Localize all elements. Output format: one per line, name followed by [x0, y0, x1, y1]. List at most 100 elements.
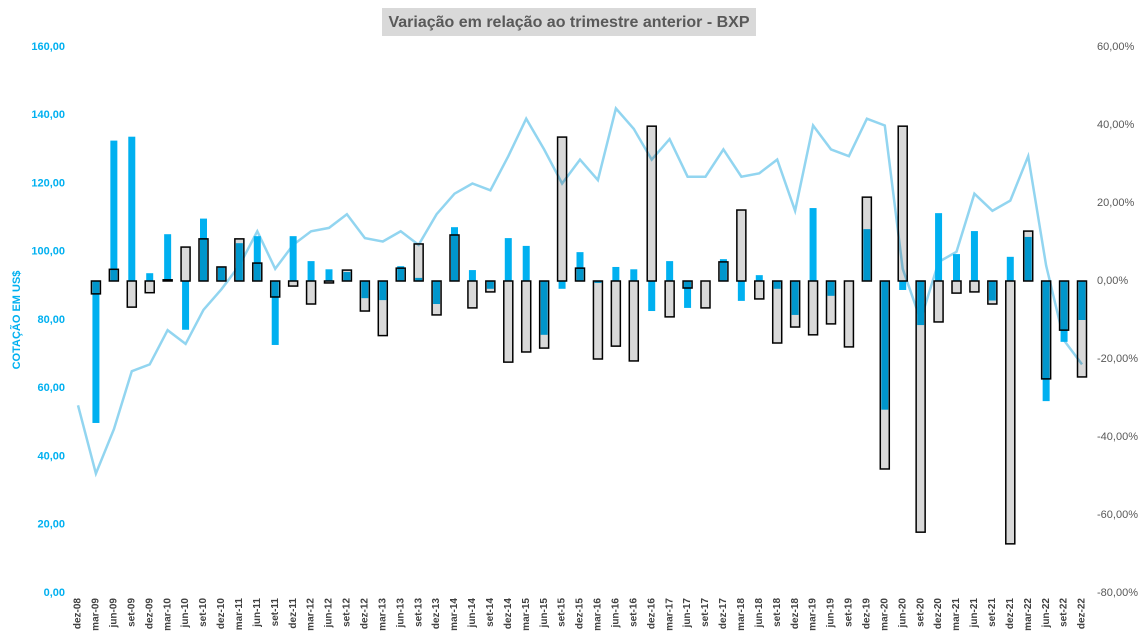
y-axis-label: COTAÇÃO EM US$	[10, 271, 23, 370]
x-tick-label: dez-13	[431, 598, 442, 630]
bar	[951, 280, 962, 294]
x-tick-label: set-22	[1059, 598, 1070, 627]
bar	[755, 275, 763, 281]
x-tick-label: jun-09	[108, 598, 119, 629]
x-tick-label: mar-10	[162, 598, 173, 631]
bar	[969, 280, 980, 293]
bar	[664, 280, 675, 318]
bar	[556, 136, 568, 282]
x-tick-label: jun-13	[395, 598, 406, 629]
bar	[646, 125, 657, 282]
bar	[182, 281, 190, 330]
x-tick-label: mar-11	[234, 598, 245, 631]
x-tick-label: set-17	[700, 598, 711, 627]
bar	[90, 280, 102, 295]
x-tick-label: set-20	[915, 598, 926, 627]
x-tick-label: mar-21	[951, 598, 962, 631]
bar	[522, 245, 530, 281]
bar	[682, 280, 693, 289]
bar	[700, 280, 711, 309]
x-tick-label: dez-22	[1077, 598, 1088, 630]
x-tick-label: mar-14	[449, 598, 460, 631]
bar	[253, 236, 261, 281]
x-tick-label: set-11	[270, 598, 281, 627]
y-tick-label: 140,00	[31, 109, 65, 121]
bar	[108, 268, 120, 282]
bar	[684, 281, 692, 308]
x-tick-label: jun-15	[539, 598, 550, 629]
bar	[576, 252, 584, 281]
bar	[592, 280, 604, 360]
bar	[1005, 280, 1016, 545]
bar	[771, 280, 783, 344]
bar	[431, 280, 442, 316]
bar	[737, 281, 745, 301]
bar	[325, 269, 333, 281]
bar	[110, 140, 118, 281]
title-box	[382, 8, 756, 36]
y2-tick-label: -80,00%	[1097, 587, 1138, 599]
x-tick-label: set-12	[342, 598, 353, 627]
x-tick-label: mar-20	[879, 598, 890, 631]
y-tick-label: 160,00	[31, 41, 65, 53]
bar	[574, 267, 586, 282]
bar	[1058, 280, 1070, 331]
x-tick-label: dez-15	[575, 598, 586, 630]
bar	[558, 281, 566, 289]
x-tick-label: mar-12	[306, 598, 317, 631]
bar	[612, 266, 620, 281]
bar	[987, 280, 998, 305]
bar	[341, 269, 353, 282]
bar	[628, 280, 640, 362]
x-tick-label: dez-11	[288, 598, 299, 629]
bar	[861, 196, 873, 282]
x-tick-label: dez-16	[646, 598, 657, 630]
x-tick-label: mar-17	[664, 598, 675, 631]
y2-tick-label: 60,00%	[1097, 41, 1135, 53]
x-tick-label: jun-22	[1041, 598, 1052, 629]
bar	[468, 270, 476, 281]
y2-tick-label: 40,00%	[1097, 119, 1135, 131]
bar	[736, 209, 747, 282]
y2-tick-label: -40,00%	[1097, 431, 1138, 443]
bar	[1076, 280, 1088, 378]
bar	[305, 280, 317, 305]
x-tick-label: jun-12	[324, 598, 335, 629]
bar	[1022, 230, 1034, 282]
x-tick-label: set-14	[485, 598, 496, 627]
price-line	[76, 105, 1084, 478]
bar	[162, 279, 173, 282]
x-tick-label: mar-09	[91, 598, 102, 631]
bar	[395, 267, 406, 282]
x-tick-label: dez-08	[73, 598, 84, 630]
bar	[648, 281, 656, 312]
x-tick-label: dez-18	[790, 598, 801, 630]
bar	[520, 280, 532, 353]
x-tick-label: dez-12	[359, 598, 370, 630]
bar	[126, 280, 138, 308]
x-tick-label: jun-18	[754, 598, 765, 629]
bar	[897, 125, 908, 282]
x-tick-label: dez-10	[216, 598, 227, 630]
bar	[323, 280, 335, 284]
y-tick-label: 100,00	[31, 246, 65, 258]
x-tick-label: jun-16	[610, 598, 621, 629]
bar	[359, 280, 371, 312]
bar	[146, 273, 154, 281]
y-tick-label: 40,00	[37, 450, 65, 462]
y-tick-label: 60,00	[37, 382, 65, 394]
x-tick-label: set-15	[557, 598, 568, 627]
bar	[413, 243, 424, 282]
bar	[953, 254, 960, 281]
x-tick-label: dez-14	[503, 598, 514, 630]
bar	[933, 280, 944, 323]
bar	[718, 261, 729, 282]
y2-tick-label: 20,00%	[1097, 197, 1135, 209]
bar	[789, 280, 801, 328]
bar	[1006, 256, 1014, 281]
x-tick-label: mar-13	[377, 598, 388, 631]
y-tick-label: 80,00	[37, 314, 65, 326]
bar	[754, 280, 765, 300]
bar	[144, 280, 155, 294]
bar	[879, 280, 891, 470]
